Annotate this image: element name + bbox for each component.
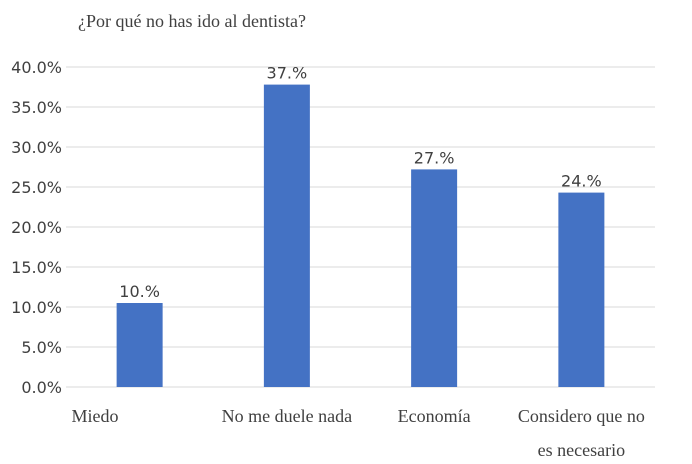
bar — [116, 303, 163, 387]
x-tick-label: es necesario — [538, 440, 625, 460]
y-tick-label: 30.0% — [11, 138, 62, 157]
bars — [116, 84, 605, 387]
data-label: 10.% — [119, 282, 160, 301]
x-tick-label: Considero que no — [518, 406, 645, 426]
x-tick-label: Economía — [398, 406, 471, 426]
bar — [411, 169, 458, 387]
y-tick-label: 0.0% — [21, 378, 62, 397]
data-label: 27.% — [414, 148, 455, 167]
chart-title: ¿Por qué no has ido al dentista? — [78, 11, 306, 31]
y-tick-label: 20.0% — [11, 218, 62, 237]
y-tick-label: 25.0% — [11, 178, 62, 197]
data-label: 37.% — [267, 64, 308, 83]
bar — [558, 192, 605, 387]
data-label: 24.% — [561, 172, 602, 191]
y-tick-label: 35.0% — [11, 98, 62, 117]
y-tick-label: 5.0% — [21, 338, 62, 357]
y-tick-label: 10.0% — [11, 298, 62, 317]
y-tick-label: 15.0% — [11, 258, 62, 277]
x-tick-label: Miedo — [72, 406, 119, 426]
y-axis-ticks: 0.0% 5.0% 10.0% 15.0% 20.0% 25.0% 30.0% 35.0% 40… — [11, 58, 62, 397]
bar — [263, 84, 310, 387]
grid-lines — [66, 66, 655, 388]
x-tick-label: No me duele nada — [222, 406, 352, 426]
x-axis-ticks: Miedo No me duele nada Economía Considero q… — [72, 406, 645, 460]
y-tick-label: 40.0% — [11, 58, 62, 77]
data-labels: 10.% 37.% 27.% 24.% — [119, 64, 601, 301]
